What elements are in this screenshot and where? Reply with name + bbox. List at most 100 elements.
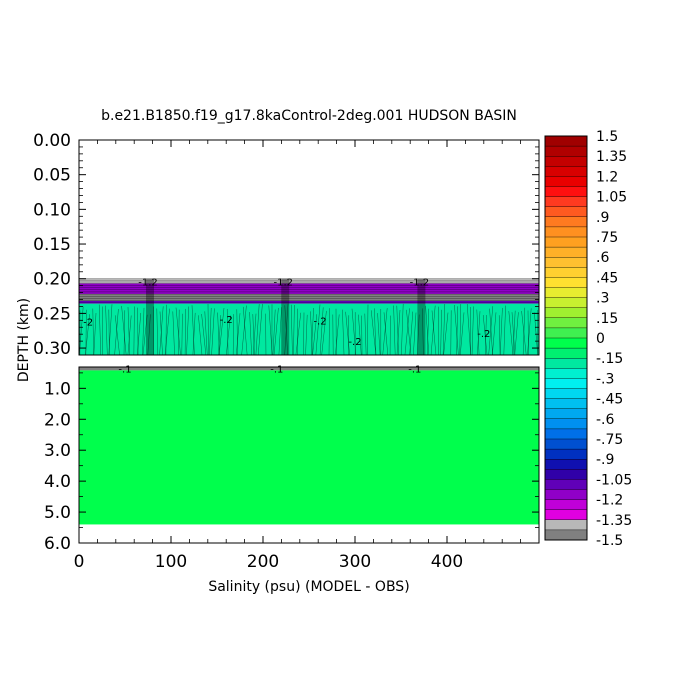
colorbar-label: -1.05 — [596, 472, 632, 488]
y-tick-label: 0.30 — [33, 339, 71, 359]
contour-line — [305, 314, 308, 356]
contour-line — [290, 304, 293, 356]
contour-line — [527, 308, 532, 356]
contour-line — [273, 307, 279, 356]
contour-line — [268, 305, 273, 356]
colorbar-label: -.6 — [596, 412, 615, 428]
contour-line — [272, 309, 276, 356]
contour-line — [484, 315, 487, 356]
contour-line — [236, 313, 241, 356]
contour-line — [255, 304, 260, 356]
colorbar-label: .6 — [596, 250, 609, 266]
colorbar-swatch — [544, 358, 588, 369]
upper-panel-frame — [78, 139, 540, 356]
colorbar-label: -1.5 — [596, 533, 623, 549]
colorbar-swatch — [544, 368, 588, 379]
contour-line — [311, 307, 314, 356]
y-tick-label: 6.0 — [44, 534, 71, 554]
contour-line — [127, 315, 132, 356]
contour-line — [514, 312, 519, 356]
contour-line — [127, 307, 130, 356]
colorbar-label: .15 — [596, 311, 618, 327]
contour-label: -.2 — [477, 329, 490, 340]
colorbar-label: -.15 — [596, 351, 623, 367]
contour-line — [236, 309, 238, 356]
contour-line — [425, 305, 430, 356]
contour-line — [108, 304, 113, 356]
colorbar-swatch — [544, 135, 588, 147]
colorbar-swatch — [544, 509, 588, 521]
colorbar-swatch — [544, 378, 588, 389]
contour-label: -1.2 — [410, 277, 430, 288]
contour-line — [159, 306, 164, 356]
contour-line — [147, 314, 151, 356]
y-tick-label: 0.10 — [33, 200, 71, 220]
contour-line — [218, 307, 225, 356]
contour-line — [226, 308, 229, 356]
contour-line — [370, 310, 377, 356]
contour-line — [382, 308, 388, 356]
contour-line — [503, 305, 506, 356]
contour-line — [335, 314, 340, 356]
contour-label: -.2 — [313, 316, 326, 327]
colorbar-swatch — [544, 206, 588, 218]
contour-line — [253, 313, 257, 356]
colorbar-swatch — [544, 448, 588, 460]
contour-line — [142, 307, 145, 356]
colorbar-frame — [544, 135, 588, 541]
colorbar-swatch — [544, 479, 588, 490]
colorbar-label: .9 — [596, 210, 609, 226]
contour-line — [319, 307, 324, 356]
contour-line — [198, 315, 203, 356]
contour-line — [207, 303, 209, 356]
contour-line — [241, 305, 247, 356]
contour-label: -.2 — [348, 337, 361, 348]
contour-line — [242, 306, 248, 356]
lower-panel: 1.0 2.0 3.0 4.0 5.0 6.0 0 100 200 300 400 — [44, 140, 540, 572]
contour-line — [498, 315, 501, 356]
contour-line — [226, 315, 231, 356]
contour-line — [342, 309, 345, 356]
contour-line — [396, 305, 399, 356]
colorbar-swatch — [544, 176, 588, 187]
contour-line — [430, 305, 436, 356]
colorbar-swatch — [544, 236, 588, 248]
contour-line — [312, 314, 318, 356]
colorbar-swatch — [544, 166, 588, 177]
x-tick-label: 400 — [431, 552, 463, 572]
contour-label: -2 — [83, 318, 93, 329]
colorbar-swatch — [544, 388, 588, 400]
upper-panel: 0.00 0.05 0.10 0.15 0.20 0.25 0.30 — [33, 131, 540, 359]
contour-line — [393, 305, 396, 356]
contour-line — [93, 313, 97, 356]
colorbar-label: -.9 — [596, 452, 614, 468]
colorbar-label: 1.5 — [596, 129, 618, 145]
contour-line — [431, 310, 437, 356]
contour-label: -.2 — [220, 315, 233, 326]
colorbar-swatch — [544, 438, 588, 450]
contour-line — [442, 303, 446, 356]
contour-line — [142, 314, 148, 356]
contour-line — [211, 308, 215, 356]
y-axis-title: DEPTH (km) — [16, 298, 32, 382]
colorbar-swatch — [544, 145, 588, 157]
colorbar-swatch — [544, 226, 588, 238]
depth-layer — [79, 370, 539, 525]
x-tick-label: 0 — [74, 552, 85, 572]
colorbar-swatch — [544, 297, 588, 309]
colorbar-swatch — [544, 155, 588, 167]
contour-line — [186, 306, 190, 356]
contour-line — [488, 306, 494, 356]
contour-line — [499, 307, 503, 356]
colorbar-label: 0 — [596, 331, 605, 347]
contour-line — [295, 312, 302, 356]
contour-cluster — [146, 278, 154, 355]
contour-line — [201, 313, 207, 356]
contour-line — [133, 306, 135, 356]
upper-y-ticks: 0.00 0.05 0.10 0.15 0.20 0.25 0.30 — [33, 131, 539, 359]
contour-line — [321, 310, 327, 356]
lower-y-ticks: 1.0 2.0 3.0 4.0 5.0 6.0 — [44, 372, 539, 554]
contour-line — [328, 308, 330, 356]
x-tick-label: 100 — [155, 552, 187, 572]
